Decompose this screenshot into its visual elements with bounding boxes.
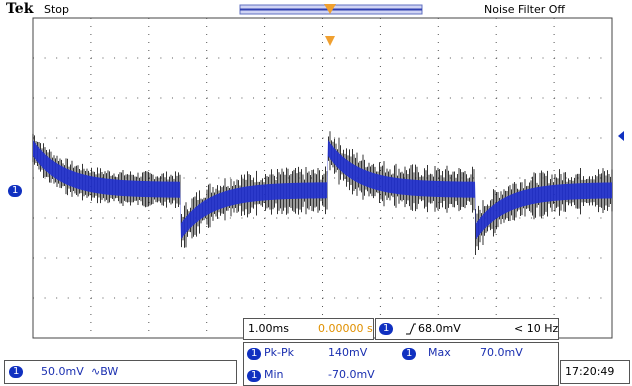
trigger-marker xyxy=(325,36,335,46)
measurement-value: 140mV xyxy=(328,346,367,359)
timebase: 1.00ms xyxy=(248,322,289,335)
oscilloscope-screen: Tek Stop Noise Filter Off 1 1.00ms 0.000… xyxy=(0,0,632,385)
measurement-value: -70.0mV xyxy=(328,368,375,381)
clock: 17:20:49 xyxy=(565,365,614,378)
channel-number: 1 xyxy=(9,366,23,378)
channel-marker: 1 xyxy=(8,185,22,197)
measurement-channel: 1 xyxy=(402,348,416,360)
channel-scale: 50.0mV xyxy=(41,365,84,378)
trigger-level-marker xyxy=(618,131,624,141)
bandwidth-limit: ∿BW xyxy=(91,365,118,378)
noise-filter: Noise Filter Off xyxy=(484,3,565,16)
horizontal-box: 1.00ms 0.00000 s xyxy=(243,318,374,340)
measurement-box: 1 Pk-Pk 140mV 1 Max 70.0mV 1 Min -70.0mV xyxy=(243,342,559,386)
trigger-slope-icon xyxy=(406,323,416,335)
measurement-label: Max xyxy=(428,346,451,359)
horizontal-position: 0.00000 s xyxy=(318,322,373,335)
clock-box: 17:20:49 xyxy=(560,360,630,384)
measurement-value: 70.0mV xyxy=(480,346,523,359)
trigger-box: 1 68.0mV < 10 Hz xyxy=(375,318,559,340)
trigger-level: 68.0mV xyxy=(418,322,461,335)
trigger-channel: 1 xyxy=(379,323,393,335)
trigger-frequency: < 10 Hz xyxy=(514,322,558,335)
measurement-label: Pk-Pk xyxy=(264,346,294,359)
measurement-channel: 1 xyxy=(247,370,261,382)
measurement-channel: 1 xyxy=(247,348,261,360)
waveform xyxy=(33,131,612,255)
channel-box: 1 50.0mV ∿BW xyxy=(4,360,237,384)
measurement-label: Min xyxy=(264,368,284,381)
